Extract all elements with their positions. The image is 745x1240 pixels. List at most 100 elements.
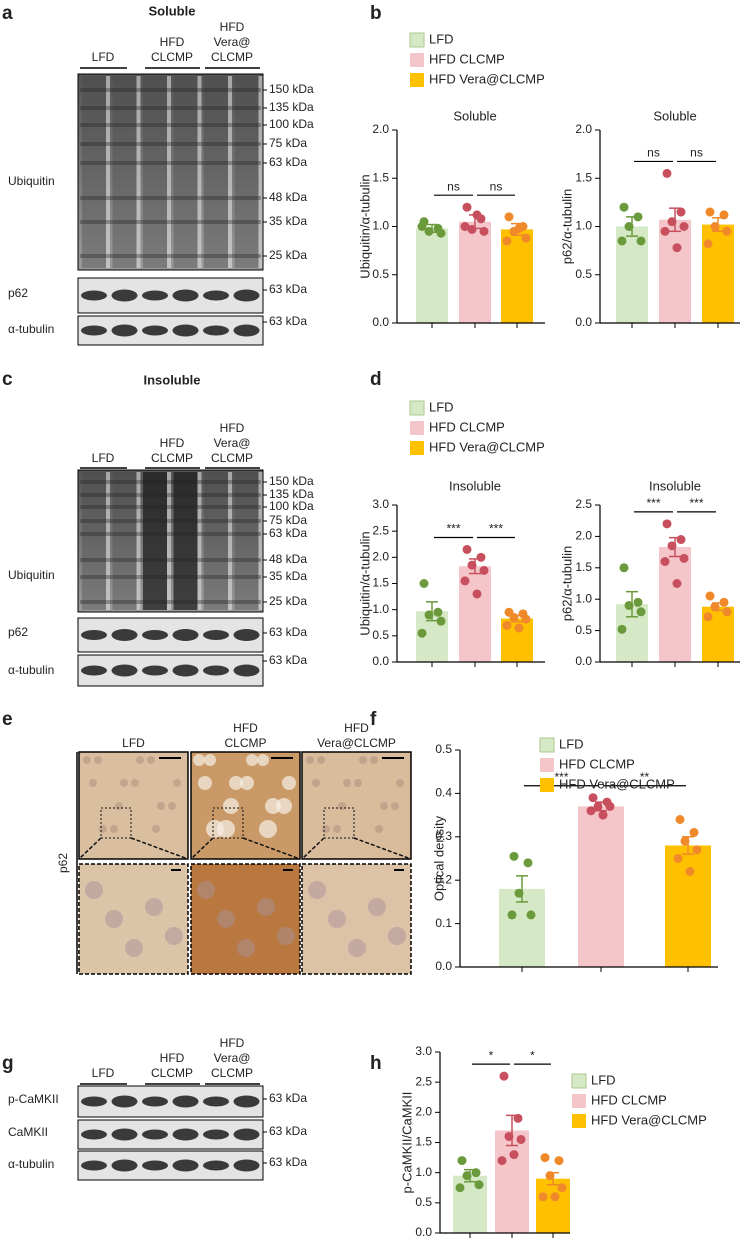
data-point bbox=[719, 597, 729, 607]
blot-background bbox=[77, 1119, 264, 1150]
cell bbox=[375, 825, 383, 833]
cell bbox=[168, 802, 176, 810]
bar bbox=[665, 845, 711, 967]
panel-letter: h bbox=[370, 1053, 382, 1074]
data-point bbox=[467, 560, 477, 570]
data-point bbox=[660, 557, 670, 567]
blot-band bbox=[142, 1160, 168, 1171]
cell bbox=[306, 756, 314, 764]
panel-letter: g bbox=[2, 1053, 14, 1074]
marker-label: 150 kDa bbox=[269, 474, 314, 488]
marker-label: 63 kDa bbox=[269, 653, 307, 667]
cell bbox=[173, 779, 181, 787]
data-point bbox=[540, 1153, 550, 1163]
blot-band bbox=[142, 1129, 168, 1140]
marker-label: 35 kDa bbox=[269, 214, 307, 228]
data-point bbox=[472, 589, 482, 599]
cell bbox=[257, 754, 269, 766]
column-label: HFD bbox=[344, 721, 369, 735]
chart-title: Soluble bbox=[453, 108, 496, 123]
significance-label: *** bbox=[646, 496, 660, 510]
blot-lane bbox=[204, 76, 228, 268]
marker-label: 48 kDa bbox=[269, 190, 307, 204]
y-tick-label: 1.0 bbox=[372, 219, 389, 233]
zoom-line bbox=[130, 837, 189, 860]
significance-label: *** bbox=[689, 496, 703, 510]
legend-swatch bbox=[572, 1114, 586, 1128]
cell bbox=[312, 779, 320, 787]
blot-band bbox=[203, 1160, 229, 1171]
cell bbox=[391, 802, 399, 810]
blot-gap bbox=[167, 76, 171, 268]
cell bbox=[276, 798, 292, 814]
data-point bbox=[504, 1131, 514, 1141]
data-point bbox=[636, 607, 646, 617]
marker-label: 100 kDa bbox=[269, 499, 314, 513]
histology-image bbox=[301, 751, 412, 975]
marker-label: 150 kDa bbox=[269, 82, 314, 96]
y-tick-label: 1.0 bbox=[575, 219, 592, 233]
data-point bbox=[433, 607, 443, 617]
significance-label: ns bbox=[690, 146, 703, 160]
data-point bbox=[474, 1180, 484, 1190]
marker-label: 75 kDa bbox=[269, 136, 307, 150]
blot-band bbox=[111, 289, 138, 302]
blot-gap bbox=[167, 472, 171, 610]
y-tick-label: 0.5 bbox=[372, 628, 389, 642]
blot-band bbox=[80, 196, 261, 200]
significance-label: ns bbox=[447, 179, 460, 193]
data-point bbox=[509, 613, 519, 623]
lane-label: LFD bbox=[92, 1066, 115, 1080]
data-point bbox=[521, 233, 531, 243]
cell bbox=[229, 776, 243, 790]
data-point bbox=[507, 910, 517, 920]
cell bbox=[246, 754, 258, 766]
legend-swatch bbox=[410, 73, 424, 87]
data-point bbox=[462, 202, 472, 212]
data-point bbox=[705, 207, 715, 217]
blot-image bbox=[77, 277, 264, 314]
panel-letter: e bbox=[2, 709, 13, 730]
y-tick-label: 0.0 bbox=[372, 315, 389, 329]
zoom-line bbox=[242, 837, 301, 860]
cell bbox=[282, 776, 296, 790]
nucleus bbox=[277, 927, 295, 945]
column-label: Vera@CLCMP bbox=[317, 736, 396, 750]
data-point bbox=[514, 623, 524, 633]
lane-label: HFD bbox=[220, 20, 245, 34]
cell bbox=[152, 825, 160, 833]
data-point bbox=[685, 867, 695, 877]
data-point bbox=[497, 1156, 507, 1166]
lane-label: HFD bbox=[220, 1036, 245, 1050]
blot-band bbox=[203, 325, 229, 336]
blot-gap bbox=[258, 76, 263, 268]
blot-image bbox=[77, 73, 264, 271]
blot-band bbox=[172, 1128, 199, 1141]
blot-band bbox=[142, 630, 168, 640]
significance-label: ** bbox=[640, 770, 650, 784]
lane-label: Vera@ bbox=[214, 436, 251, 450]
blot-band bbox=[80, 123, 261, 127]
data-point bbox=[662, 168, 672, 178]
y-tick-label: 2.0 bbox=[372, 122, 389, 136]
marker-label: 75 kDa bbox=[269, 513, 307, 527]
marker-label: 135 kDa bbox=[269, 100, 314, 114]
blot-band bbox=[203, 1129, 229, 1140]
row-label: α-tubulin bbox=[8, 663, 54, 677]
data-point bbox=[538, 1192, 548, 1202]
lane-label: CLCMP bbox=[151, 451, 193, 465]
zoom-line bbox=[353, 837, 412, 860]
zoom-box bbox=[100, 807, 132, 839]
y-axis-label: Ubiquitin/α-tubulin bbox=[357, 174, 372, 278]
y-tick-label: 1.0 bbox=[575, 591, 592, 605]
cell bbox=[317, 756, 325, 764]
row-label: CaMKII bbox=[8, 1125, 48, 1139]
data-point bbox=[617, 624, 627, 634]
data-point bbox=[619, 563, 629, 573]
panel-letter: d bbox=[370, 369, 382, 390]
panel-letter: f bbox=[370, 709, 377, 730]
blot-band bbox=[81, 630, 107, 640]
data-point bbox=[509, 851, 519, 861]
lane-label: HFD bbox=[160, 436, 185, 450]
blot-image bbox=[77, 1085, 264, 1118]
